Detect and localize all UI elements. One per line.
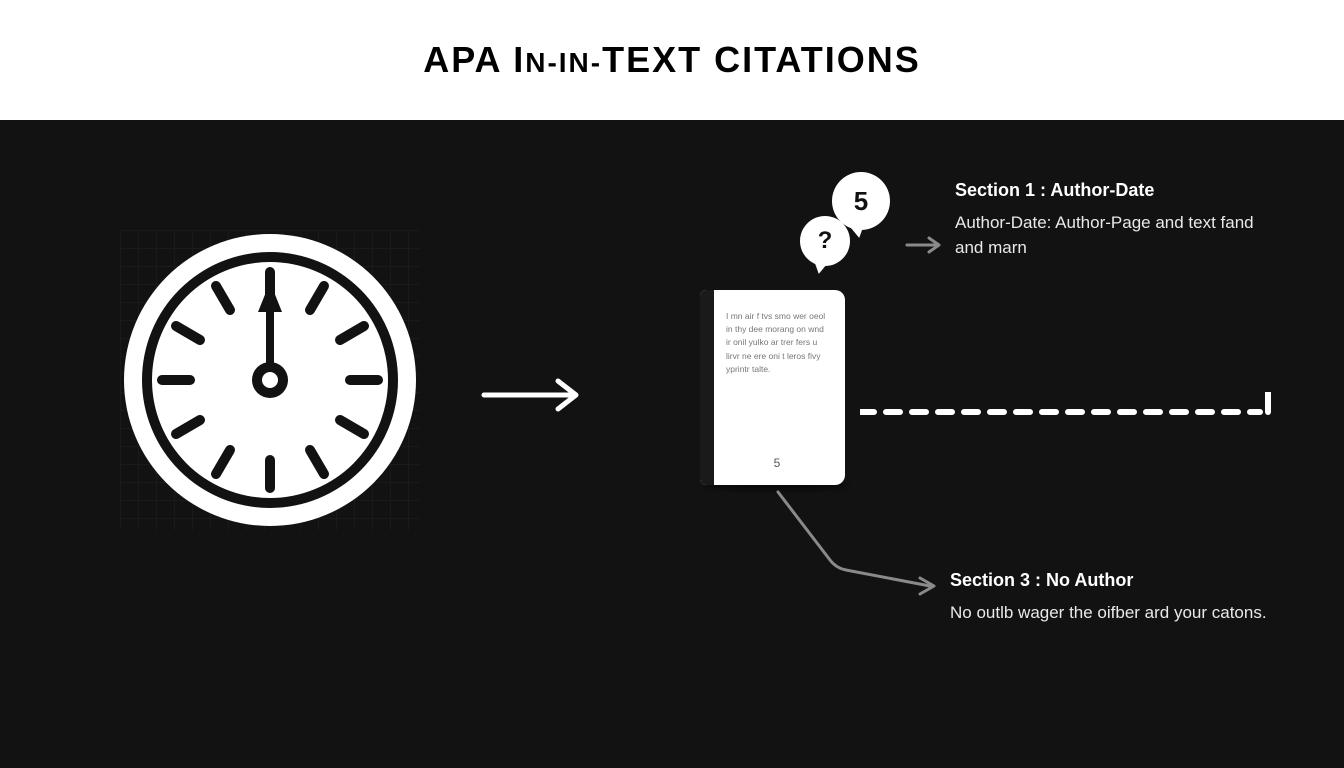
clock-render <box>120 230 420 530</box>
book-spine <box>700 290 714 485</box>
clock-icon <box>120 230 420 530</box>
dashed-connector <box>860 392 1280 432</box>
book-body-text: I mn air f tvs smo wer oeol in thy dee m… <box>726 310 828 452</box>
connector-section3 <box>770 490 970 600</box>
title-part-2: N-IN- <box>525 47 602 78</box>
bubble-number-text: 5 <box>854 186 868 217</box>
bubble-number-tail <box>849 223 867 240</box>
arrow-right-icon <box>480 375 590 415</box>
arrow-to-section1-icon <box>905 236 945 254</box>
header: APA IN-IN-TEXT CITATIONS <box>0 0 1344 120</box>
page-title: APA IN-IN-TEXT CITATIONS <box>423 39 921 81</box>
title-part-1: APA I <box>423 39 525 80</box>
speech-bubble-question: ? <box>800 216 850 266</box>
bubble-question-text: ? <box>818 227 833 255</box>
section-1: Section 1 : Author-Date Author-Date: Aut… <box>955 180 1285 260</box>
section-1-body: Author-Date: Author-Page and text fand a… <box>955 211 1285 260</box>
book-page: I mn air f tvs smo wer oeol in thy dee m… <box>716 296 838 478</box>
diagram-canvas: I mn air f tvs smo wer oeol in thy dee m… <box>0 120 1344 768</box>
bubble-question-tail <box>811 259 829 276</box>
section-1-title: Section 1 : Author-Date <box>955 180 1285 201</box>
title-part-3: TEXT CITATIONS <box>602 39 921 80</box>
section-3-title: Section 3 : No Author <box>950 570 1280 591</box>
book-page-number: 5 <box>726 456 828 470</box>
book-icon: I mn air f tvs smo wer oeol in thy dee m… <box>700 290 845 485</box>
section-3: Section 3 : No Author No outlb wager the… <box>950 570 1280 626</box>
section-3-body: No outlb wager the oifber ard your caton… <box>950 601 1280 626</box>
